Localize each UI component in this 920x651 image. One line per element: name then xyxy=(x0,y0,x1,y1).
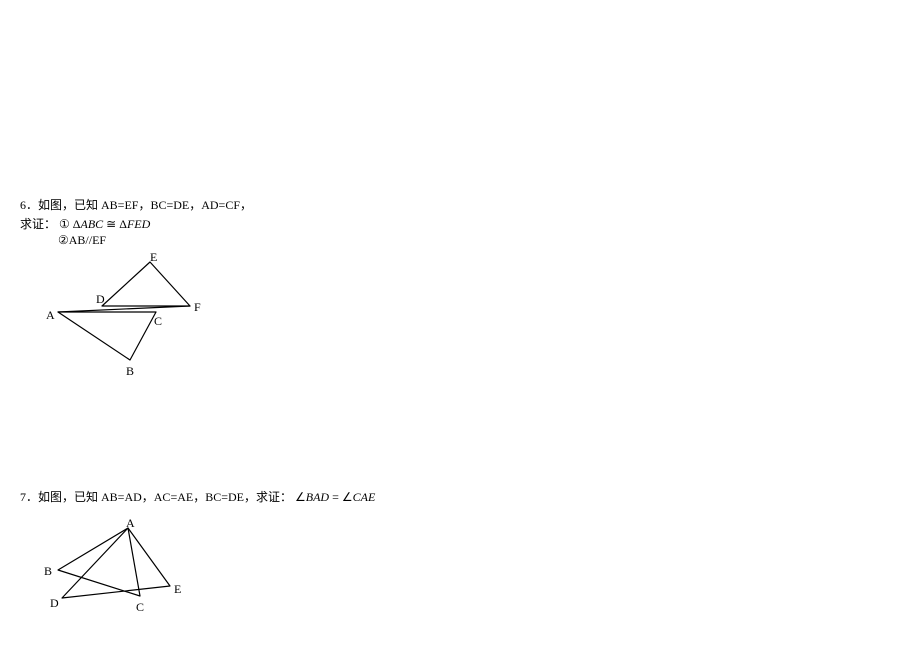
equals-symbol: = xyxy=(332,490,342,504)
delta-symbol-1: Δ xyxy=(73,217,81,231)
p7-svg xyxy=(40,520,220,620)
p7-label-A: A xyxy=(126,516,135,531)
p6-label-C: C xyxy=(154,314,162,329)
p6-claim1-num: ① xyxy=(59,217,70,231)
congruent-symbol: ≅ xyxy=(106,217,119,231)
p7-diagram: A B C D E xyxy=(40,520,220,620)
p6-label-E: E xyxy=(150,250,157,265)
p7-line1-text: 7．如图，已知 AB=AD，AC=AE，BC=DE，求证： xyxy=(20,490,292,504)
p6-line1-text: 6．如图，已知 AB=EF，BC=DE，AD=CF， xyxy=(20,198,252,212)
angle-symbol-1: ∠ xyxy=(295,490,306,504)
p6-label-F: F xyxy=(194,300,201,315)
p6-line1: 6．如图，已知 AB=EF，BC=DE，AD=CF， xyxy=(20,196,252,213)
p6-claim1-left: ABC xyxy=(81,217,104,231)
p7-label-E: E xyxy=(174,582,181,597)
p7-claim-left: BAD xyxy=(306,490,329,504)
angle-symbol-2: ∠ xyxy=(342,490,353,504)
p7-label-D: D xyxy=(50,596,59,611)
p7-label-C: C xyxy=(136,600,144,615)
p6-label-A: A xyxy=(46,308,55,323)
p6-line2: 求证： ① ΔABC ≅ ΔFED xyxy=(20,215,150,232)
p7-label-B: B xyxy=(44,564,52,579)
p6-svg xyxy=(40,252,220,382)
p6-claim2-num: ② xyxy=(58,233,69,247)
p6-claim2-text: AB//EF xyxy=(69,233,106,247)
p6-line3: ②AB//EF xyxy=(58,233,106,248)
p6-claim1-right: FED xyxy=(127,217,150,231)
p7-claim-right: CAE xyxy=(353,490,376,504)
p7-line1: 7．如图，已知 AB=AD，AC=AE，BC=DE，求证： ∠BAD = ∠CA… xyxy=(20,488,375,505)
p6-label-D: D xyxy=(96,292,105,307)
p6-diagram: E D F A C B xyxy=(40,252,220,382)
delta-symbol-2: Δ xyxy=(119,217,127,231)
p6-prove-label: 求证： xyxy=(20,217,56,231)
p6-label-B: B xyxy=(126,364,134,379)
